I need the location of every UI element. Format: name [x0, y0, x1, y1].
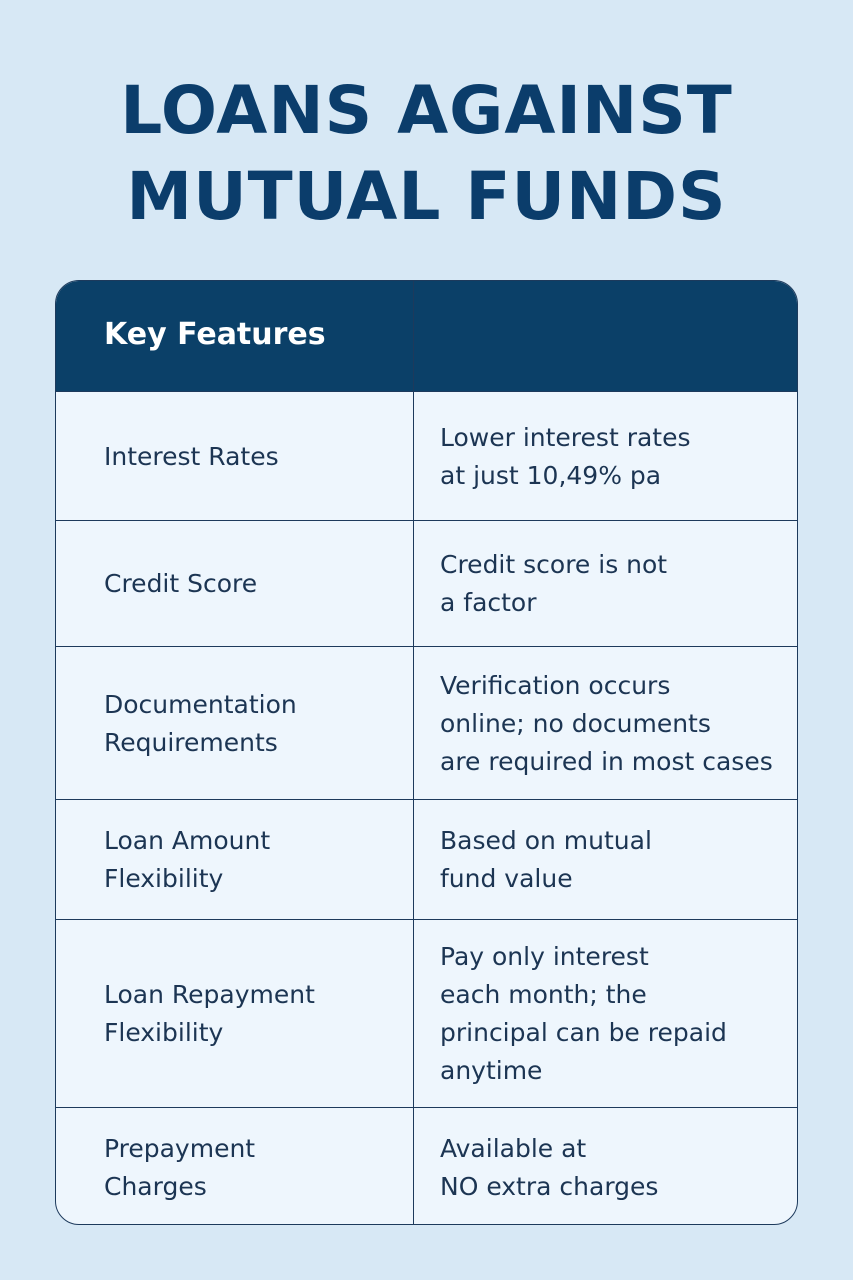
detail-text: Available at [440, 1133, 587, 1163]
detail-text: principal can be repaid [440, 1018, 727, 1047]
feature-text: Loan Repayment [104, 980, 315, 1009]
detail-text: NO extra charges [440, 1171, 659, 1201]
feature-cell: Interest Rates [104, 392, 404, 521]
feature-text: Documentation [104, 689, 297, 719]
title-line: LOANS AGAINST [120, 72, 733, 149]
detail-cell: Available at NO extra charges [440, 1108, 797, 1224]
feature-text: Loan Amount [104, 826, 271, 855]
detail-cell: Credit score is not a factor [440, 521, 797, 647]
detail-text: at just 10,49% pa [440, 460, 662, 490]
table-row: Interest Rates Lower interest rates at jus… [56, 391, 797, 521]
table-row: Loan Repayment Flexibility Pay only intere… [56, 919, 797, 1108]
detail-text: online; no documents [440, 708, 711, 738]
table-row: Documentation Requirements Verification oc… [56, 646, 797, 800]
feature-cell: Loan Amount Flexibility [104, 800, 404, 920]
detail-text: are required in most cases [440, 746, 773, 776]
feature-text: Requirements [104, 727, 278, 757]
detail-text: Lower interest rates [440, 422, 691, 452]
detail-text: anytime [440, 1056, 543, 1085]
detail-text: fund value [440, 864, 573, 893]
detail-cell: Pay only interest each month; the principa… [440, 920, 797, 1108]
detail-text: Based on mutual [440, 826, 652, 855]
feature-cell: Credit Score [104, 521, 404, 647]
detail-text: Verification occurs [440, 670, 671, 700]
feature-text: Charges [104, 1171, 207, 1201]
feature-cell: Documentation Requirements [104, 647, 404, 800]
detail-text: Pay only interest [440, 942, 649, 971]
title-line: MUTUAL FUNDS [126, 158, 727, 235]
detail-text: a factor [440, 588, 537, 617]
detail-cell: Based on mutual fund value [440, 800, 797, 920]
title: LOANS AGAINST MUTUAL FUNDS [0, 68, 853, 240]
detail-cell: Verification occurs online; no documents a… [440, 647, 797, 800]
feature-text: Interest Rates [104, 441, 279, 471]
feature-cell: Prepayment Charges [104, 1108, 404, 1224]
detail-cell: Lower interest rates at just 10,49% pa [440, 392, 797, 521]
table: Key Features Interest Rates Lower interes… [55, 280, 798, 1225]
detail-text: each month; the [440, 980, 647, 1009]
feature-text: Flexibility [104, 1018, 224, 1047]
feature-text: Credit Score [104, 569, 258, 598]
table-header: Key Features [56, 281, 797, 391]
table-row: Loan Amount Flexibility Based on mutual fun… [56, 799, 797, 920]
column-divider [413, 281, 414, 1224]
detail-text: Credit score is not [440, 550, 668, 579]
feature-text: Prepayment [104, 1133, 256, 1163]
table-row: Prepayment Charges Available at NO extra ch… [56, 1107, 797, 1224]
header-text: Key Features [104, 317, 326, 352]
feature-text: Flexibility [104, 864, 224, 893]
feature-cell: Loan Repayment Flexibility [104, 920, 404, 1108]
table-row: Credit Score Credit score is not a factor [56, 520, 797, 647]
